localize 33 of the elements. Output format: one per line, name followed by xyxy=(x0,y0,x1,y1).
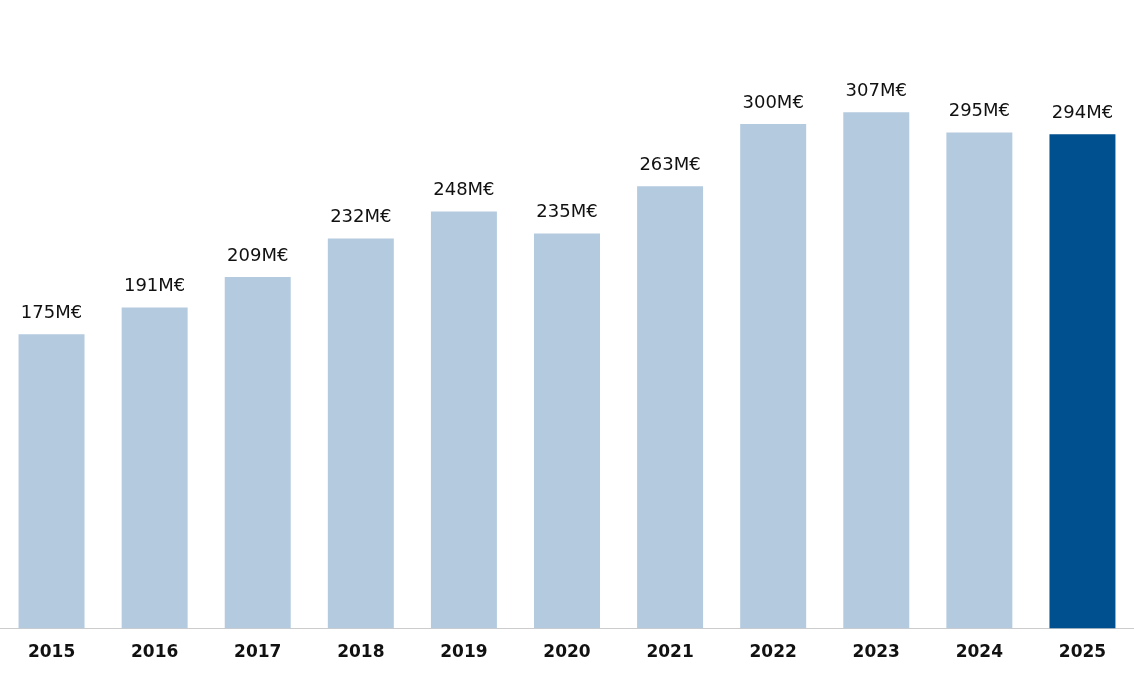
data-label: 232M€ xyxy=(330,205,392,227)
x-tick-label: 2023 xyxy=(852,641,900,662)
bar xyxy=(430,211,497,629)
data-label: 307M€ xyxy=(845,78,907,100)
data-label: 295M€ xyxy=(948,99,1011,121)
x-tick-label: 2017 xyxy=(234,641,282,662)
data-label: 248M€ xyxy=(433,178,495,200)
data-label: 263M€ xyxy=(639,152,701,174)
bar xyxy=(534,233,600,629)
x-tick-label: 2018 xyxy=(337,641,385,662)
x-tick-label: 2025 xyxy=(1058,641,1107,662)
data-label: 175M€ xyxy=(20,300,83,322)
x-tick-label: 2016 xyxy=(130,641,179,662)
bar xyxy=(327,238,394,629)
x-tick-label: 2015 xyxy=(27,641,76,662)
bar xyxy=(637,186,704,629)
bar xyxy=(224,277,291,629)
data-label: 300M€ xyxy=(742,90,804,112)
bar xyxy=(843,112,910,629)
bar xyxy=(18,334,85,629)
bar xyxy=(1049,134,1116,629)
data-label: 191M€ xyxy=(123,274,186,296)
data-label: 209M€ xyxy=(227,243,289,265)
data-label: 294M€ xyxy=(1051,100,1114,122)
data-label: 235M€ xyxy=(536,200,598,222)
x-tick-label: 2019 xyxy=(440,641,488,662)
bar xyxy=(121,307,188,629)
x-tick-label: 2020 xyxy=(543,641,591,662)
bar xyxy=(740,124,807,629)
bar xyxy=(946,132,1013,629)
x-tick-label: 2021 xyxy=(646,641,694,662)
x-tick-label: 2022 xyxy=(749,641,797,662)
x-tick-label: 2024 xyxy=(955,641,1004,662)
